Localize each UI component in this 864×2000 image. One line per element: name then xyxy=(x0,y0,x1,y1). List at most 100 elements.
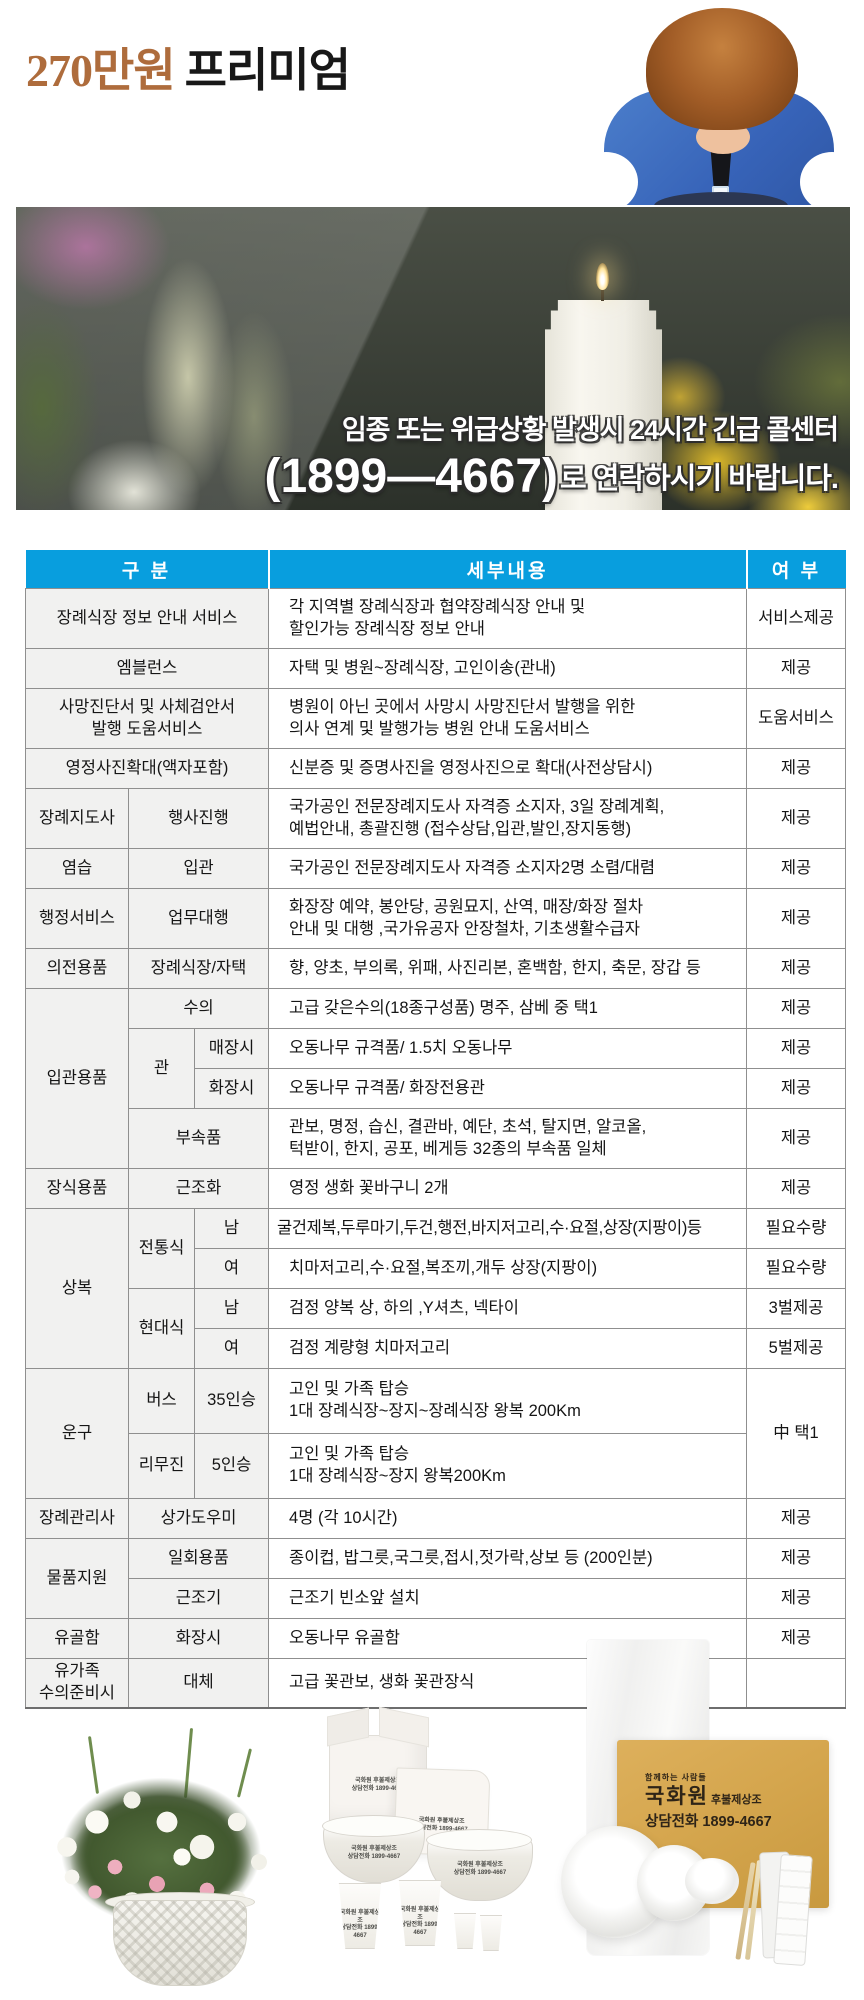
envelope-text: 함께하는 사람들 국화원 후불제상조 상담전화 1899-4667 xyxy=(645,1772,772,1831)
table-row: 여 검정 계량형 치마저고리 5벌제공 xyxy=(26,1328,847,1369)
category-cell: 리무진 xyxy=(128,1433,195,1499)
candle-graphic xyxy=(545,300,662,510)
detail-cell: 굴건제복,두루마기,두건,행전,바지저고리,수·요절,상장(지팡이)등 xyxy=(268,1208,748,1249)
category-cell: 부속품 xyxy=(127,1108,270,1169)
detail-cell: 신분증 및 증명사진을 영정사진으로 확대(사전상담시) xyxy=(268,748,748,789)
detail-cell: 4명 (각 10시간) xyxy=(268,1498,748,1539)
provision-cell: 제공 xyxy=(746,948,847,989)
title-suffix: 프리미엄 xyxy=(184,45,351,96)
category-cell: 행사진행 xyxy=(127,788,270,849)
category-cell: 화장시 xyxy=(193,1068,270,1109)
paper-bowl-graphic: 국화원 후불제상조 상담전화 1899-4667 xyxy=(322,1815,425,1883)
table-row: 부속품 관보, 명정, 습신, 결관바, 예단, 초석, 탈지면, 알코올, 턱받… xyxy=(26,1108,847,1169)
provision-cell: 필요수량 xyxy=(746,1208,847,1249)
detail-cell: 관보, 명정, 습신, 결관바, 예단, 초석, 탈지면, 알코올, 턱받이, … xyxy=(268,1108,748,1169)
package-table: 구 분 세부내용 여 부 장례식장 정보 안내 서비스 각 지역별 장례식장과 협약장… xyxy=(24,550,847,1709)
provision-cell: 필요수량 xyxy=(746,1248,847,1289)
category-cell: 관 xyxy=(128,1028,195,1109)
detail-cell: 각 지역별 장례식장과 협약장례식장 안내 및 할인가능 장례식장 정보 안내 xyxy=(268,588,748,649)
banner-phone-number: (1899—4667) xyxy=(264,450,559,503)
emergency-banner: 임종 또는 위급상황 발생시 24시간 긴급 콜센터 (1899—4667)로 … xyxy=(16,207,850,510)
utensil-pack-graphic xyxy=(773,1854,813,1966)
table-row: 운구 버스 35인승 고인 및 가족 탑승 1대 장례식장~장지~장례식장 왕복 20… xyxy=(25,1368,847,1499)
detail-cell: 치마저고리,수·요절,복조끼,개두 상장(지팡이) xyxy=(268,1248,748,1289)
category-cell: 영정사진확대(액자포함) xyxy=(24,748,270,789)
provision-cell: 제공 xyxy=(746,988,847,1029)
category-cell: 근조기 xyxy=(127,1578,270,1619)
brand-suffix: 후불제상조 xyxy=(710,1794,762,1806)
table-row: 의전용품 장례식장/자택 향, 양초, 부의록, 위패, 사진리본, 혼백함, 한지… xyxy=(25,948,847,989)
table-row: 입관용품 수의 고급 갖은수의(18종구성품) 명주, 삼베 중 택1 제공 xyxy=(25,988,847,1169)
arms-graphic xyxy=(654,192,788,205)
category-cell: 장례관리사 xyxy=(25,1498,129,1539)
category-cell: 입관용품 xyxy=(25,988,129,1169)
banner-line1: 임종 또는 위급상황 발생시 24시간 긴급 콜센터 xyxy=(341,415,839,445)
provision-cell xyxy=(746,1657,847,1709)
detail-cell: 오동나무 규격품/ 화장전용관 xyxy=(268,1068,748,1109)
table-row: 영정사진확대(액자포함) 신분증 및 증명사진을 영정사진으로 확대(사전상담시)… xyxy=(24,748,847,789)
paper-cup-graphic: 국화원 후불제상조 상담전화 1899-4667 xyxy=(338,1883,382,1949)
category-cell: 물품지원 xyxy=(25,1538,129,1619)
brand-print: 국화원 후불제상조 상담전화 1899-4667 xyxy=(347,1846,401,1860)
box-flap-graphic xyxy=(327,1707,369,1747)
table-header-row: 구 분 세부내용 여 부 xyxy=(25,550,846,589)
category-cell: 염습 xyxy=(25,848,129,889)
table-row: 행정서비스 업무대행 화장장 예약, 봉안당, 공원묘지, 산역, 매장/화장 절차… xyxy=(25,888,847,949)
page-title: 270만원 프리미엄 xyxy=(26,34,351,100)
detail-cell: 고인 및 가족 탑승 1대 장례식장~장지~장례식장 왕복 200Km xyxy=(268,1368,748,1434)
plates-envelope-photo: 함께하는 사람들 국화원 후불제상조 상담전화 1899-4667 xyxy=(561,1640,855,1985)
bowl-rim-graphic xyxy=(322,1815,424,1837)
category-cell: 장례식장 정보 안내 서비스 xyxy=(24,588,270,649)
detail-cell: 검정 계량형 치마저고리 xyxy=(268,1328,748,1369)
category-cell: 수의 xyxy=(127,988,270,1029)
category-cell: 상복 xyxy=(25,1208,129,1369)
brand-print: 국화원 후불제상조 상담전화 1899-4667 xyxy=(453,1862,507,1876)
provision-cell: 제공 xyxy=(746,1578,847,1619)
detail-cell: 국가공인 전문장례지도사 자격증 소지자2명 소렴/대렴 xyxy=(268,848,748,889)
paper-cup-graphic: 국화원 후불제상조 상담전화 1899-4667 xyxy=(398,1880,442,1946)
brand-name: 국화원 xyxy=(645,1785,709,1808)
provision-cell: 제공 xyxy=(746,1538,847,1579)
category-cell: 매장시 xyxy=(193,1028,270,1069)
table-row: 리무진 5인승 고인 및 가족 탑승 1대 장례식장~장지 왕복200Km xyxy=(26,1433,846,1499)
envelope-phone: 상담전화 1899-4667 xyxy=(645,1814,772,1831)
consultant-photo xyxy=(588,4,850,205)
category-cell: 상가도우미 xyxy=(127,1498,270,1539)
category-cell: 엠블런스 xyxy=(24,648,270,689)
detail-cell: 화장장 예약, 봉안당, 공원묘지, 산역, 매장/화장 절차 안내 및 대행 … xyxy=(268,888,748,949)
table-row: 염습 입관 국가공인 전문장례지도사 자격증 소지자2명 소렴/대렴 제공 xyxy=(25,848,847,889)
provision-cell: 제공 xyxy=(746,888,847,949)
brand-print: 국화원 후불제상조 상담전화 1899-4667 xyxy=(399,1907,441,1936)
table-row: 엠블런스 자택 및 병원~장례식장, 고인이송(관내) 제공 xyxy=(24,648,847,689)
candle-wick-graphic xyxy=(601,285,604,301)
provision-cell: 제공 xyxy=(746,1618,847,1659)
detail-cell: 국가공인 전문장례지도사 자격증 소지자, 3일 장례계획, 예법안내, 총괄진… xyxy=(268,788,748,849)
category-cell: 장식용품 xyxy=(25,1168,129,1209)
title-price: 270만원 xyxy=(26,45,176,96)
detail-cell: 병원이 아닌 곳에서 사망시 사망진단서 발행을 위한 의사 연계 및 발행가능… xyxy=(268,688,748,749)
envelope-slogan: 함께하는 사람들 xyxy=(645,1773,707,1782)
brand-print: 국화원 후불제상조 상담전화 1899-4667 xyxy=(339,1910,381,1939)
category-cell: 여 xyxy=(193,1248,270,1289)
category-cell: 입관 xyxy=(127,848,270,889)
detail-cell: 종이컵, 밥그릇,국그릇,접시,젓가락,상보 등 (200인분) xyxy=(268,1538,748,1579)
category-cell: 근조화 xyxy=(127,1168,270,1209)
box-flap-graphic xyxy=(379,1706,429,1748)
table-row: 상복 전통식 남 굴건제복,두루마기,두건,행전,바지저고리,수·요절,상장(지팡이)… xyxy=(25,1208,847,1369)
category-cell: 대체 xyxy=(127,1657,270,1709)
banner-line2-rest: 로 연락하시기 바랍니다. xyxy=(560,463,839,495)
category-cell: 현대식 xyxy=(128,1288,195,1369)
category-cell: 운구 xyxy=(25,1368,129,1499)
category-cell: 유골함 xyxy=(25,1618,129,1659)
table-row: 화장시 오동나무 규격품/ 화장전용관 제공 xyxy=(26,1068,847,1109)
table-row: 물품지원 일회용품 종이컵, 밥그릇,국그릇,접시,젓가락,상보 등 (200인분)… xyxy=(25,1538,847,1619)
table-row: 장례지도사 행사진행 국가공인 전문장례지도사 자격증 소지자, 3일 장례계획, … xyxy=(25,788,847,849)
table-row: 유골함 화장시 오동나무 유골함 제공 xyxy=(25,1618,847,1659)
category-cell: 여 xyxy=(193,1328,270,1369)
detail-cell: 향, 양초, 부의록, 위패, 사진리본, 혼백함, 한지, 축문, 장갑 등 xyxy=(268,948,748,989)
category-cell: 행정서비스 xyxy=(25,888,129,949)
category-cell: 사망진단서 및 사체검안서 발행 도움서비스 xyxy=(24,688,270,749)
table-row: 현대식 남 검정 양복 상, 하의 ,Y셔츠, 넥타이 3벌제공 xyxy=(26,1288,847,1369)
table-row: 근조기 근조기 빈소앞 설치 제공 xyxy=(26,1578,847,1619)
detail-cell: 오동나무 유골함 xyxy=(268,1618,748,1659)
